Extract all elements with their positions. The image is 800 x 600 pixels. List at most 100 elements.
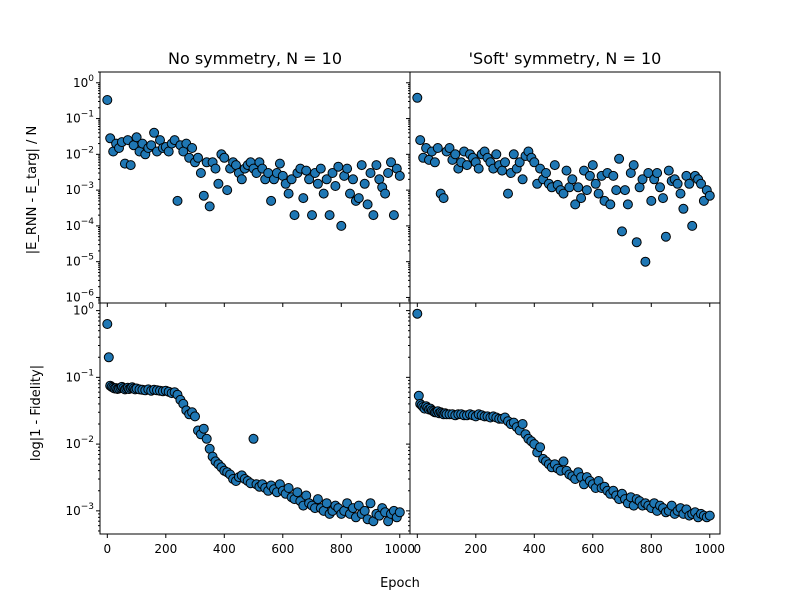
data-point bbox=[587, 160, 598, 171]
panel-3: 0 200 400 600 800 1000 bbox=[406, 302, 725, 556]
data-point bbox=[576, 193, 587, 204]
data-point bbox=[359, 178, 370, 189]
data-point bbox=[503, 188, 513, 199]
data-point bbox=[187, 143, 198, 153]
data-point bbox=[307, 210, 317, 221]
data-point bbox=[315, 163, 326, 174]
x-tick-label: 0 bbox=[103, 542, 111, 556]
data-point bbox=[318, 188, 329, 199]
data-point bbox=[660, 231, 671, 242]
data-point bbox=[204, 201, 215, 212]
data-point bbox=[684, 178, 695, 189]
data-point bbox=[131, 132, 142, 143]
x-tick-label: 800 bbox=[640, 542, 663, 556]
data-point bbox=[371, 160, 382, 171]
data-point bbox=[190, 411, 200, 422]
y-tick-label: 10−3 bbox=[65, 181, 94, 197]
data-point bbox=[678, 203, 689, 214]
data-point bbox=[617, 226, 627, 237]
data-point bbox=[330, 181, 341, 191]
x-tick-label: 600 bbox=[581, 542, 604, 556]
data-point bbox=[567, 174, 578, 185]
axes-frame bbox=[409, 302, 721, 535]
data-point bbox=[611, 185, 622, 196]
data-point bbox=[473, 163, 484, 174]
data-point bbox=[342, 163, 353, 174]
data-point bbox=[353, 193, 364, 204]
data-point bbox=[304, 174, 315, 185]
data-point bbox=[415, 135, 426, 146]
data-point bbox=[324, 210, 335, 221]
data-point bbox=[640, 256, 651, 267]
data-point bbox=[561, 165, 572, 176]
y-tick-label: 10−5 bbox=[65, 253, 94, 269]
x-tick-label: 400 bbox=[213, 542, 236, 556]
data-point bbox=[213, 178, 224, 189]
y-tick-label: 10−3 bbox=[65, 502, 94, 518]
data-point bbox=[321, 174, 332, 185]
x-tick-label: 200 bbox=[464, 542, 487, 556]
data-point bbox=[336, 220, 347, 231]
data-point bbox=[193, 152, 203, 163]
data-point bbox=[535, 442, 546, 453]
data-point bbox=[219, 152, 230, 163]
data-point bbox=[195, 168, 206, 178]
data-point bbox=[500, 157, 510, 168]
x-tick-label: 0 bbox=[413, 542, 421, 556]
data-point bbox=[675, 188, 686, 199]
data-point bbox=[429, 157, 440, 168]
data-point bbox=[198, 423, 209, 434]
data-point bbox=[286, 174, 297, 185]
y-tick-label: 10−1 bbox=[65, 110, 94, 126]
panel-2: 0 200 400 600 800 1000 10−3 10−2 10−1 100 bbox=[65, 302, 415, 556]
data-point bbox=[529, 157, 540, 168]
data-point bbox=[301, 165, 312, 176]
data-point bbox=[103, 352, 114, 363]
data-point bbox=[573, 182, 584, 193]
data-point bbox=[497, 165, 508, 176]
data-point bbox=[198, 190, 209, 201]
data-point bbox=[359, 505, 370, 516]
y-label-bottom: log|1 - Fidelity| bbox=[29, 365, 44, 461]
data-point bbox=[444, 143, 455, 153]
data-point bbox=[614, 153, 625, 164]
data-point bbox=[652, 168, 663, 178]
data-point bbox=[312, 178, 323, 189]
data-point bbox=[365, 498, 376, 509]
data-point bbox=[584, 170, 595, 181]
data-point bbox=[517, 419, 528, 429]
data-point bbox=[541, 168, 551, 178]
data-point bbox=[605, 199, 616, 210]
data-point bbox=[462, 160, 472, 171]
data-point bbox=[327, 168, 338, 178]
y-tick-label: 10−4 bbox=[65, 217, 94, 233]
data-point bbox=[365, 168, 376, 178]
y-tick-label: 100 bbox=[73, 302, 94, 318]
data-point bbox=[312, 494, 323, 505]
panel-1 bbox=[406, 71, 721, 307]
data-point bbox=[655, 182, 665, 193]
data-point bbox=[380, 188, 391, 199]
data-point bbox=[102, 95, 113, 105]
data-point bbox=[348, 174, 358, 185]
data-point bbox=[236, 174, 247, 185]
data-point bbox=[388, 210, 399, 221]
data-point bbox=[514, 157, 525, 168]
y-tick-label: 10−2 bbox=[65, 145, 94, 161]
data-point bbox=[394, 507, 405, 518]
data-point bbox=[412, 92, 423, 103]
data-point bbox=[345, 188, 355, 199]
x-tick-label: 400 bbox=[523, 542, 546, 556]
data-point bbox=[289, 210, 300, 221]
data-point bbox=[210, 163, 221, 174]
data-point bbox=[558, 188, 569, 199]
data-point bbox=[274, 158, 285, 169]
x-tick-label: 1000 bbox=[384, 542, 415, 556]
data-point bbox=[125, 160, 136, 171]
panel-title-left: No symmetry, N = 10 bbox=[168, 49, 342, 68]
data-point bbox=[248, 433, 259, 444]
data-point bbox=[622, 199, 633, 210]
data-point bbox=[608, 170, 619, 181]
data-point bbox=[658, 193, 668, 204]
